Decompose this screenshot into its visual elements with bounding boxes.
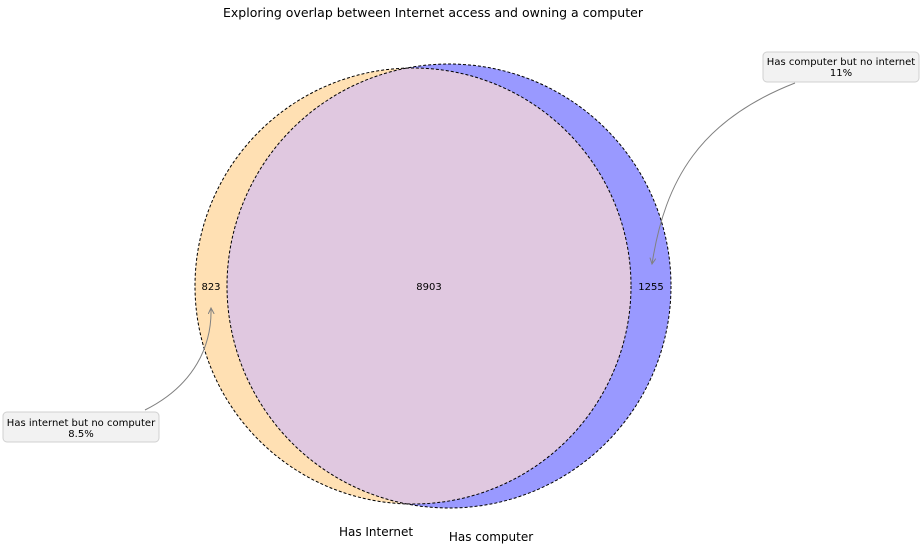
callout-line2-computer-only: 11% [830,68,852,79]
region-label-internet-only: 823 [201,282,220,293]
chart-title: Exploring overlap between Internet acces… [223,5,644,20]
region-label-overlap: 8903 [416,282,441,293]
overlap-region [227,68,631,504]
callout-line1-internet-only: Has internet but no computer [7,418,156,429]
callout-line2-internet-only: 8.5% [68,429,93,440]
callout-arrow-internet-only [144,308,211,411]
region-label-computer-only: 1255 [638,282,663,293]
callout-box-internet-only [2,411,160,443]
callout-line1-computer-only: Has computer but no internet [767,57,915,68]
callout-arrow-computer-only [652,82,796,264]
set-outline-internet [194,67,632,505]
set-label-computer: Has computer [449,530,533,544]
set-label-internet: Has Internet [339,525,413,539]
set-outline-computer [226,63,672,509]
callout-box-computer-only [762,51,920,83]
